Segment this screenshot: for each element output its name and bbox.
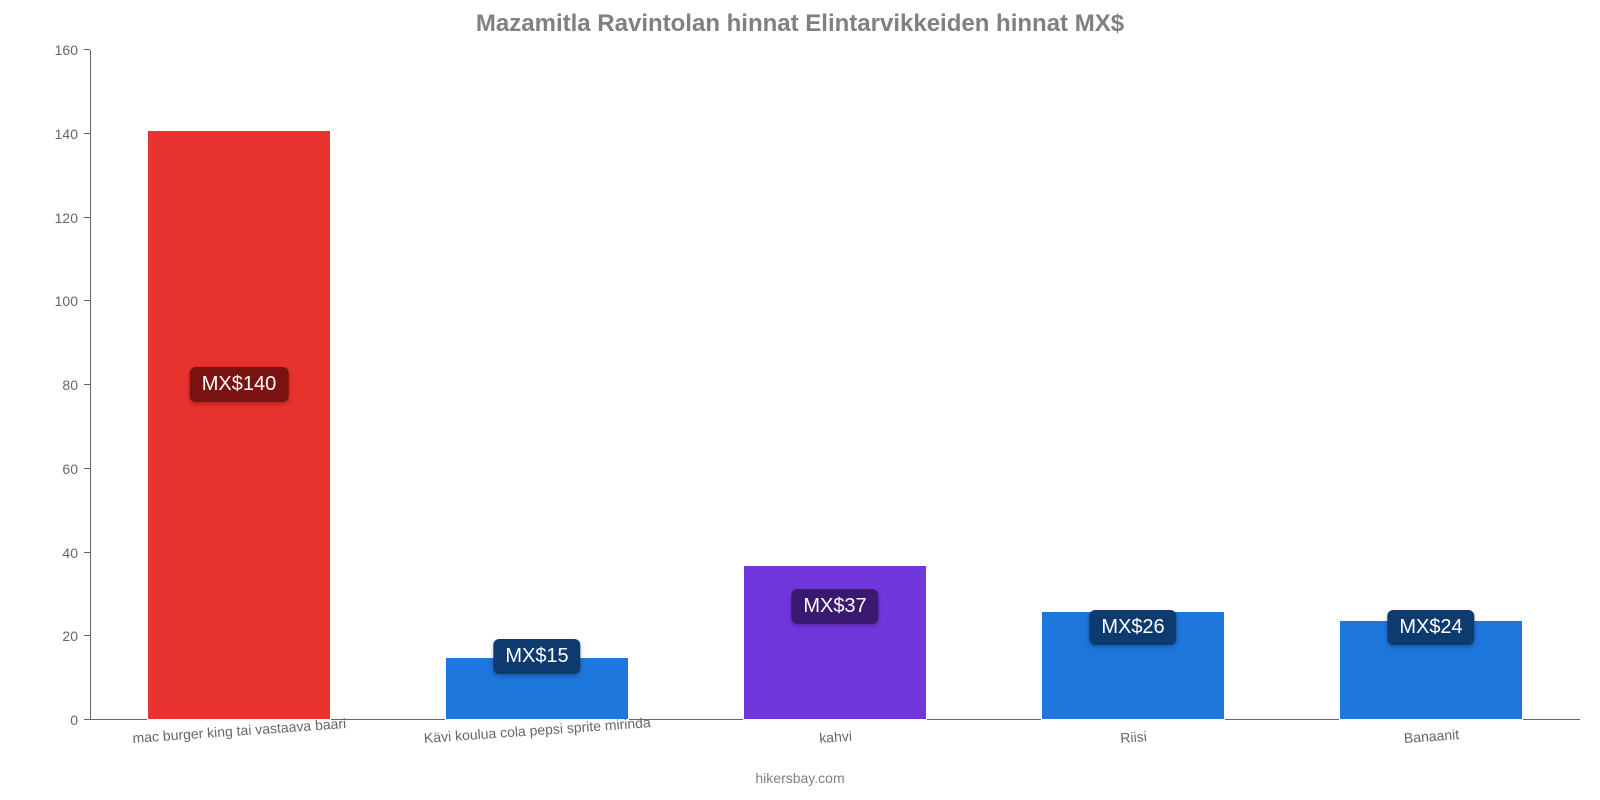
y-axis-line [90, 50, 91, 720]
y-tick-mark [84, 133, 90, 134]
y-tick-label: 80 [62, 377, 90, 393]
y-tick-label: 140 [55, 126, 90, 142]
y-tick-mark [84, 300, 90, 301]
y-tick-mark [84, 217, 90, 218]
bar-value-label: MX$37 [791, 589, 878, 624]
y-tick-mark [84, 635, 90, 636]
y-tick-mark [84, 719, 90, 720]
y-tick-label: 0 [70, 712, 90, 728]
bar-value-label: MX$15 [493, 639, 580, 674]
x-category-label: Riisi [1120, 728, 1148, 746]
y-tick-label: 40 [62, 545, 90, 561]
y-tick-mark [84, 49, 90, 50]
y-tick-label: 60 [62, 461, 90, 477]
bar-value-label: MX$26 [1089, 610, 1176, 645]
bar-value-label: MX$24 [1387, 610, 1474, 645]
y-tick-label: 20 [62, 628, 90, 644]
x-category-label: Banaanit [1403, 726, 1459, 746]
y-tick-mark [84, 468, 90, 469]
y-tick-label: 120 [55, 210, 90, 226]
attribution-text: hikersbay.com [0, 770, 1600, 786]
bar [147, 130, 332, 720]
y-tick-mark [84, 384, 90, 385]
chart-container: Mazamitla Ravintolan hinnat Elintarvikke… [0, 0, 1600, 800]
y-tick-label: 160 [55, 42, 90, 58]
chart-title: Mazamitla Ravintolan hinnat Elintarvikke… [0, 10, 1600, 38]
bar-value-label: MX$140 [190, 367, 289, 402]
y-tick-label: 100 [55, 293, 90, 309]
y-tick-mark [84, 552, 90, 553]
x-category-label: kahvi [819, 728, 853, 746]
plot-area: 020406080100120140160MX$140mac burger ki… [90, 50, 1580, 720]
